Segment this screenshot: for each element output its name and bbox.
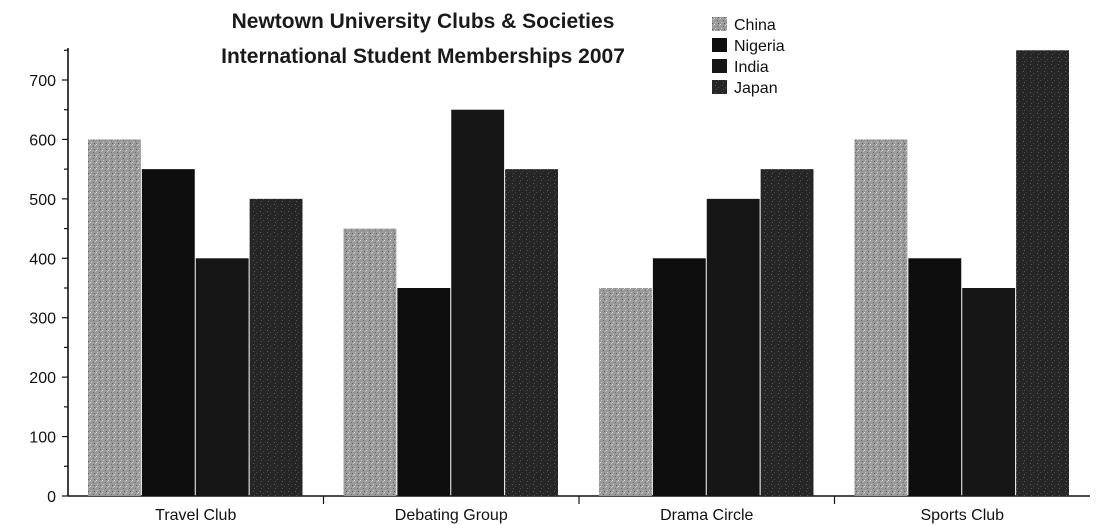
y-tick-label: 500 (29, 192, 56, 209)
bar-nigeria-travel-club (141, 169, 195, 496)
bar-nigeria-debating-group (397, 288, 451, 496)
bar-india-debating-group (451, 109, 505, 496)
y-tick-label: 600 (29, 132, 56, 149)
bar-india-travel-club (195, 258, 249, 496)
legend-label-nigeria: Nigeria (734, 38, 785, 55)
chart-title: Newtown University Clubs & Societies Inte… (221, 10, 625, 68)
bar-japan-travel-club (249, 198, 303, 496)
legend-label-japan: Japan (734, 80, 778, 97)
bar-china-debating-group (343, 228, 397, 497)
y-tick-label: 400 (29, 251, 56, 268)
bar-china-travel-club (88, 139, 141, 496)
bar-india-sports-club (962, 288, 1016, 496)
legend-label-india: India (734, 59, 769, 76)
bar-japan-sports-club (1016, 50, 1069, 497)
bar-india-drama-circle (706, 198, 760, 496)
x-category-label: Debating Group (395, 507, 508, 524)
y-tick-label: 100 (29, 430, 56, 447)
legend-label-china: China (734, 17, 776, 34)
bar-japan-debating-group (505, 169, 558, 496)
legend-swatch-japan (712, 80, 727, 94)
legend: China Nigeria India Japan (712, 17, 785, 97)
bar-nigeria-drama-circle (652, 258, 706, 496)
y-tick-label: 0 (47, 489, 56, 506)
legend-swatch-nigeria (712, 38, 727, 52)
bar-china-sports-club (854, 139, 908, 496)
bar-china-drama-circle (599, 288, 652, 496)
x-category-label: Sports Club (920, 507, 1004, 524)
x-category-label: Drama Circle (660, 507, 753, 524)
y-tick-label: 700 (29, 73, 56, 90)
chart-title-line-2: International Student Memberships 2007 (221, 45, 625, 68)
bar-nigeria-sports-club (908, 258, 962, 496)
chart-title-line-1: Newtown University Clubs & Societies (232, 10, 615, 33)
legend-swatch-china (712, 17, 727, 31)
legend-swatch-india (712, 59, 727, 73)
bar-japan-drama-circle (760, 169, 814, 496)
bars (88, 50, 1069, 497)
y-tick-label: 200 (29, 370, 56, 387)
x-category-label: Travel Club (155, 507, 236, 524)
y-tick-label: 300 (29, 311, 56, 328)
